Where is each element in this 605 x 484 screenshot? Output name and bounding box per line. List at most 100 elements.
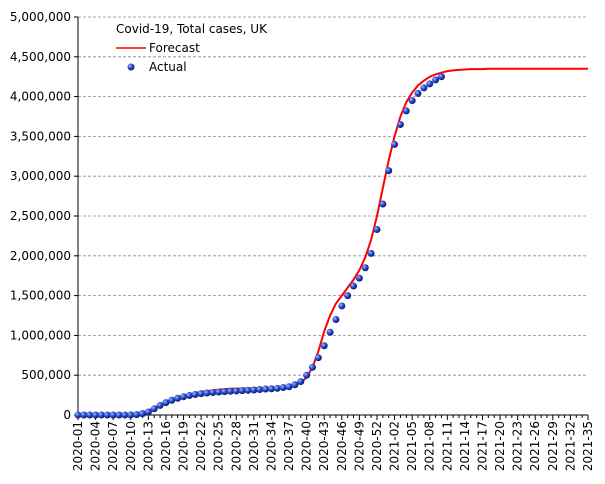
legend-title: Covid-19, Total cases, UK [116,22,268,36]
actual-point [420,84,428,92]
y-tick-label: 4,500,000 [10,50,71,64]
x-tick-label: 2020-16 [159,421,173,471]
actual-point [320,342,328,350]
y-tick-label: 1,500,000 [10,289,71,303]
actual-point [303,371,311,379]
actual-point [279,384,287,392]
y-tick-label: 1,000,000 [10,328,71,342]
legend-label: Forecast [149,41,200,55]
y-tick-label: 2,500,000 [10,209,71,223]
legend-swatch [127,63,135,71]
actual-point [244,386,252,394]
actual-point [127,411,135,419]
actual-point [133,411,141,419]
actual-point [426,80,434,88]
actual-point [156,401,164,409]
actual-point [215,388,223,396]
x-tick-label: 2021-35 [581,421,595,471]
x-tick-label: 2021-32 [563,421,577,471]
x-tick-label: 2021-02 [388,421,402,471]
x-tick-label: 2020-40 [300,421,314,471]
y-tick-label: 3,000,000 [10,169,71,183]
actual-point [74,411,82,419]
x-tick-label: 2020-28 [229,421,243,471]
actual-point [273,384,281,392]
actual-point [432,76,440,84]
actual-point [86,411,94,419]
actual-point [391,140,399,148]
actual-point [238,387,246,395]
actual-point [267,385,275,393]
actual-point [350,282,358,290]
actual-point [203,389,211,397]
y-tick-label: 0 [63,408,71,422]
forecast-line [78,67,588,416]
actual-point [396,120,404,128]
x-tick-label: 2021-29 [546,421,560,471]
x-tick-label: 2020-37 [282,421,296,471]
actual-point [209,388,217,396]
actual-point [385,167,393,175]
actual-point [174,394,182,402]
y-tick-label: 5,000,000 [10,10,71,24]
x-tick-label: 2021-23 [511,421,525,471]
x-tick-label: 2020-43 [317,421,331,471]
x-tick-label: 2020-19 [177,421,191,471]
actual-point [355,274,363,282]
actual-point [144,408,152,416]
actual-point [121,411,129,419]
y-tick-label: 3,500,000 [10,129,71,143]
actual-point [332,315,340,323]
x-tick-label: 2021-17 [475,421,489,471]
actual-point [262,385,270,393]
actual-point [191,390,199,398]
y-tick-label: 500,000 [21,368,71,382]
actual-point [338,302,346,310]
actual-point [344,292,352,300]
x-tick-label: 2020-31 [247,421,261,471]
x-tick-label: 2020-34 [264,421,278,471]
actual-point [256,386,264,394]
actual-point [168,396,176,404]
x-tick-label: 2021-08 [423,421,437,471]
actual-point [226,387,234,395]
actual-point [326,328,334,336]
actual-point [180,393,188,401]
actual-point [402,107,410,115]
actual-point [250,386,258,394]
actual-point [408,97,416,105]
x-tick-label: 2021-26 [528,421,542,471]
actual-point [185,391,193,399]
actual-point [297,378,305,386]
x-tick-label: 2020-13 [141,421,155,471]
actual-point [232,387,240,395]
actual-point [379,200,387,208]
actual-point [92,411,100,419]
x-tick-label: 2020-07 [106,421,120,471]
x-tick-label: 2021-05 [405,421,419,471]
y-tick-label: 2,000,000 [10,249,71,263]
actual-point [314,354,322,362]
actual-point [291,381,299,389]
x-tick-label: 2020-25 [212,421,226,471]
x-tick-label: 2020-10 [124,421,138,471]
actual-point [361,264,369,272]
actual-point [80,411,88,419]
x-tick-label: 2020-01 [71,421,85,471]
x-tick-label: 2020-46 [335,421,349,471]
x-tick-label: 2021-11 [440,421,454,471]
actual-point [414,89,422,97]
actual-point [197,390,205,398]
actual-point [373,226,381,234]
x-tick-label: 2020-52 [370,421,384,471]
actual-point [162,399,170,407]
actual-point [103,411,111,419]
x-tick-label: 2021-14 [458,421,472,471]
actual-point [138,410,146,418]
actual-point [109,411,117,419]
x-tick-label: 2020-04 [89,421,103,471]
actual-point [115,411,123,419]
legend-label: Actual [149,60,187,74]
